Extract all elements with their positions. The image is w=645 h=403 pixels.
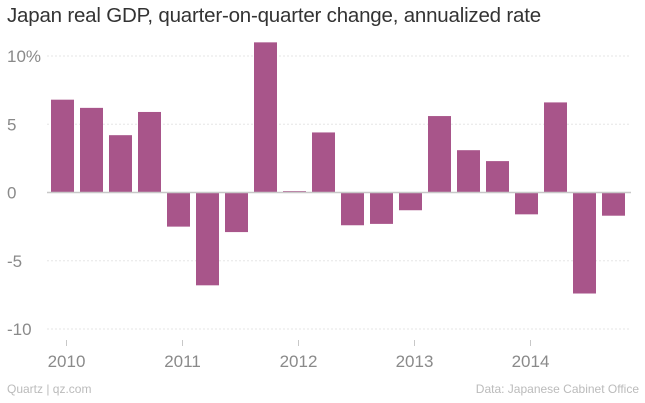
y-tick-label: -5 bbox=[7, 252, 22, 271]
bar bbox=[80, 107, 103, 193]
x-axis-tick-labels: 2010 2011 2012 2013 2014 bbox=[48, 340, 550, 371]
bar bbox=[486, 161, 509, 193]
y-tick-label: 5 bbox=[7, 115, 16, 134]
bar bbox=[225, 192, 248, 233]
source-text: Data: Japanese Cabinet Office bbox=[475, 382, 639, 396]
bar bbox=[254, 42, 277, 193]
x-tick-label: 2012 bbox=[280, 352, 318, 371]
bar bbox=[573, 192, 596, 294]
y-tick-label: -10 bbox=[7, 320, 32, 339]
x-tick-label: 2013 bbox=[396, 352, 434, 371]
bar bbox=[109, 135, 132, 193]
bar bbox=[428, 116, 451, 193]
x-tick-label: 2014 bbox=[512, 352, 550, 371]
bar bbox=[370, 192, 393, 224]
y-axis-tick-labels: 10% 5 0 -5 -10 bbox=[7, 47, 41, 339]
y-tick-label: 0 bbox=[7, 184, 16, 203]
bar bbox=[602, 192, 625, 216]
bar bbox=[341, 192, 364, 226]
bar bbox=[515, 192, 538, 215]
chart-title: Japan real GDP, quarter-on-quarter chang… bbox=[7, 4, 541, 27]
bar bbox=[51, 99, 74, 193]
y-tick-label: 10% bbox=[7, 47, 41, 66]
credit-text: Quartz | qz.com bbox=[7, 382, 92, 396]
bar bbox=[138, 111, 161, 193]
bar bbox=[544, 102, 567, 193]
bars bbox=[51, 42, 625, 294]
bar bbox=[312, 132, 335, 193]
bar bbox=[399, 192, 422, 211]
x-tick-label: 2011 bbox=[164, 352, 201, 371]
bar bbox=[167, 192, 190, 227]
x-tick-label: 2010 bbox=[48, 352, 86, 371]
bar bbox=[457, 150, 480, 193]
bar bbox=[196, 192, 219, 286]
